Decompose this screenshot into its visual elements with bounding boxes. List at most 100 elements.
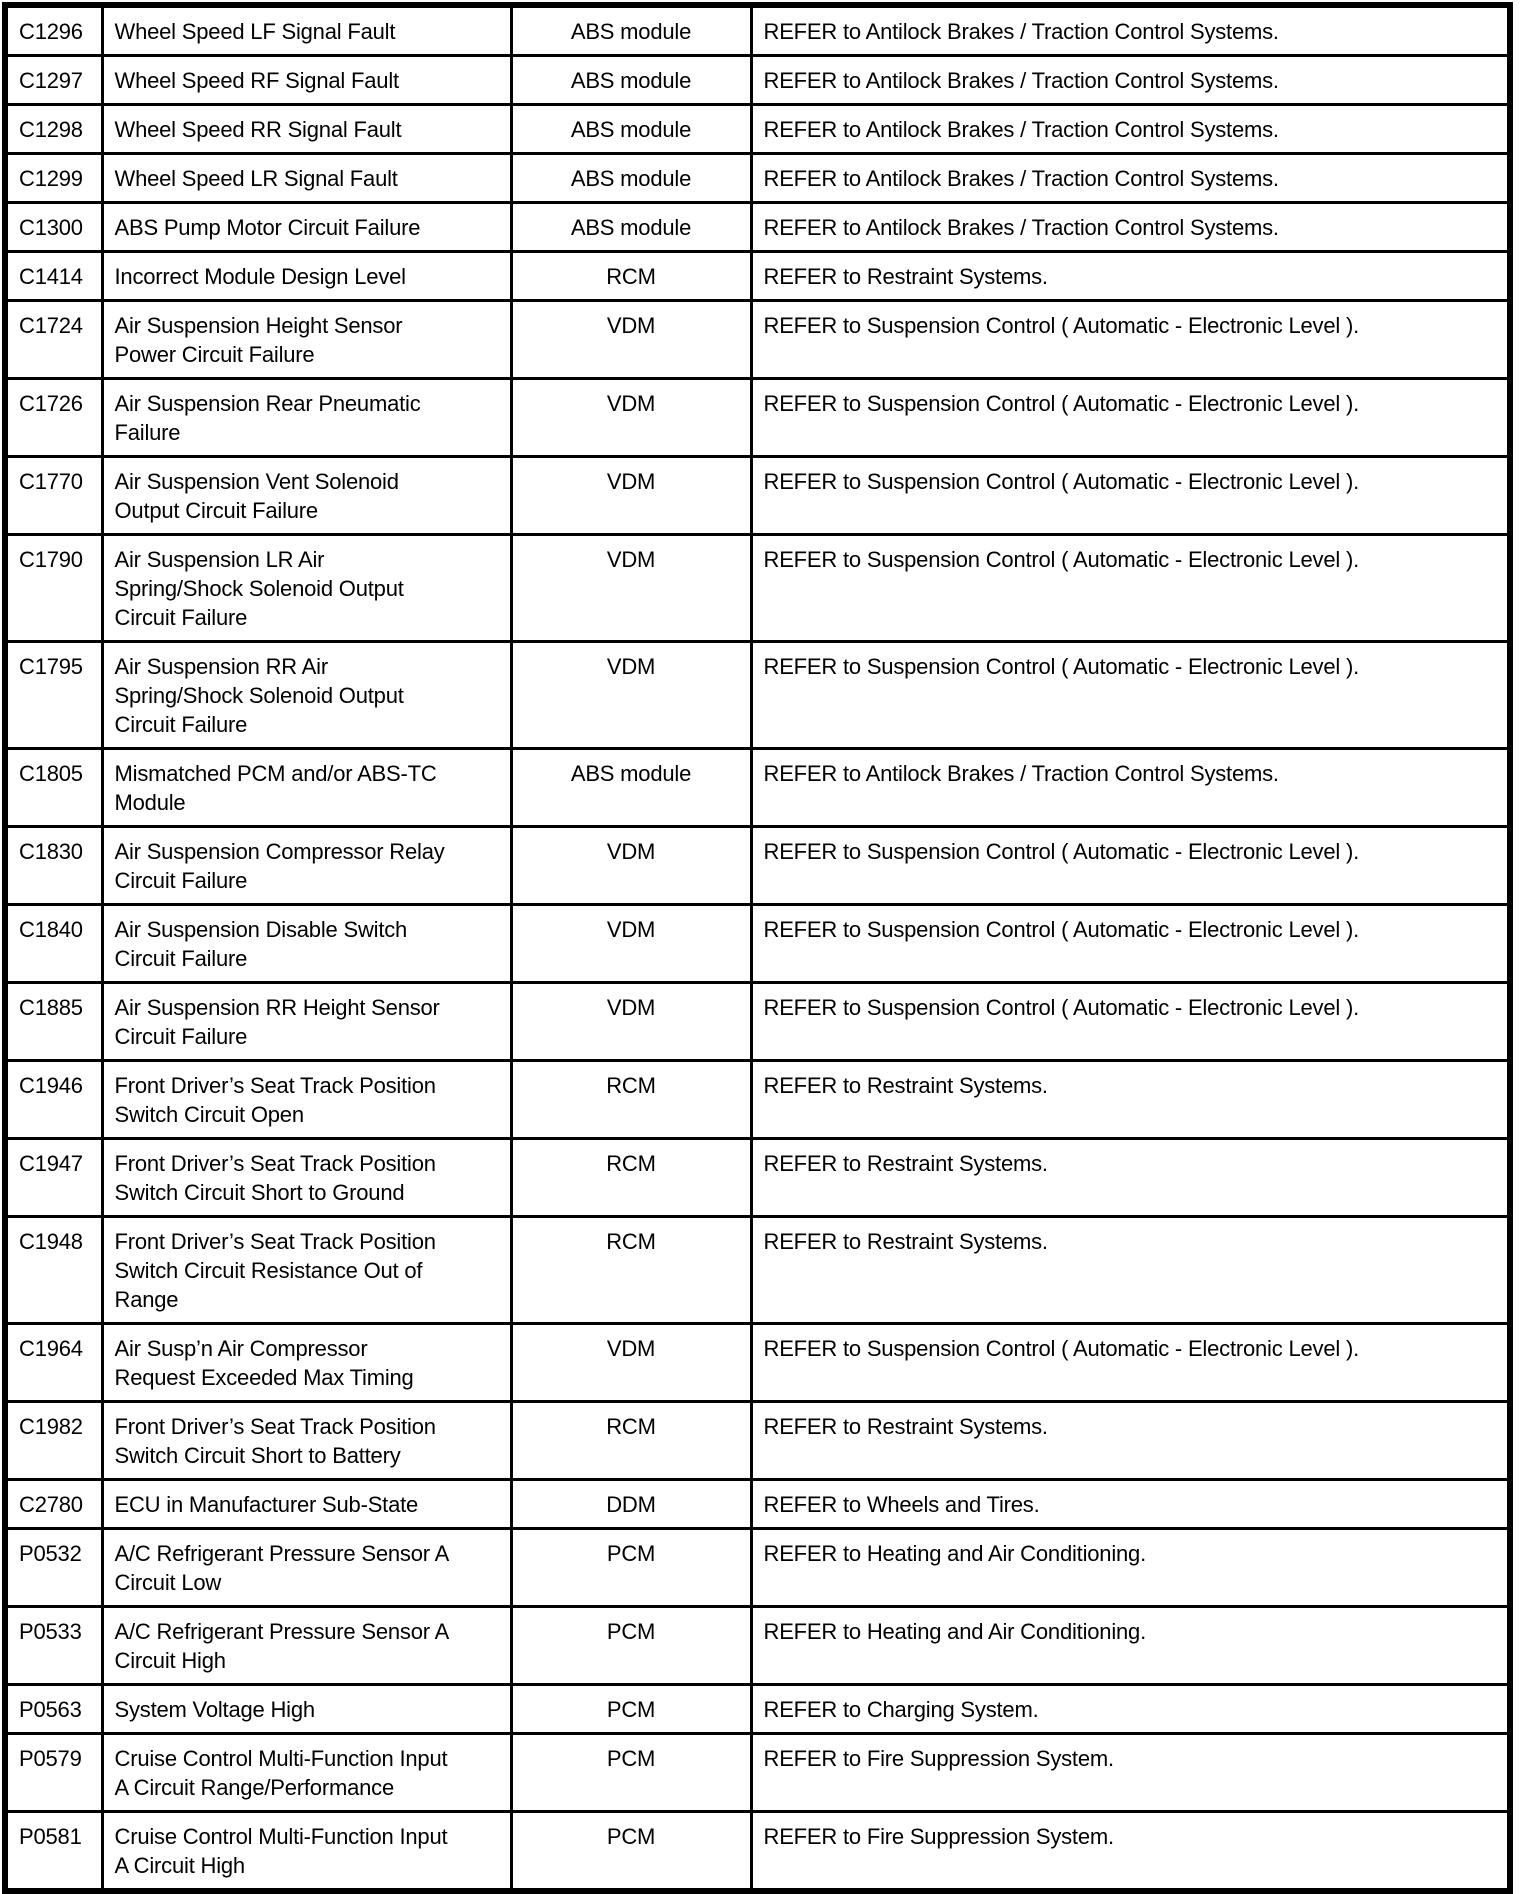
action-cell: REFER to Wheels and Tires. (749, 1478, 1512, 1530)
module-cell: PCM (509, 1683, 753, 1735)
dtc-code-cell: P0579 (3, 1732, 104, 1813)
action-cell: REFER to Suspension Control ( Automatic … (749, 533, 1512, 643)
module-cell: RCM (509, 1059, 753, 1140)
description-cell: Front Driver’s Seat Track Position Switc… (100, 1400, 513, 1481)
description-cell: Incorrect Module Design Level (100, 250, 513, 302)
dtc-code-cell: P0533 (3, 1605, 104, 1686)
action-cell: REFER to Suspension Control ( Automatic … (749, 981, 1512, 1062)
module-cell: RCM (509, 1215, 753, 1325)
dtc-code-cell: C1946 (3, 1059, 104, 1140)
description-cell: Air Suspension Compressor Relay Circuit … (100, 825, 513, 906)
description-cell: A/C Refrigerant Pressure Sensor A Circui… (100, 1527, 513, 1608)
table-row: C1964 Air Susp’n Air Compressor Request … (3, 1322, 1512, 1403)
dtc-code-cell: P0532 (3, 1527, 104, 1608)
module-cell: ABS module (509, 54, 753, 106)
table-row: C1414 Incorrect Module Design Level RCM … (3, 250, 1512, 302)
module-cell: VDM (509, 981, 753, 1062)
action-cell: REFER to Suspension Control ( Automatic … (749, 455, 1512, 536)
action-cell: REFER to Heating and Air Conditioning. (749, 1605, 1512, 1686)
table-row: C1885 Air Suspension RR Height Sensor Ci… (3, 981, 1512, 1062)
dtc-code-cell: C1885 (3, 981, 104, 1062)
action-cell: REFER to Suspension Control ( Automatic … (749, 903, 1512, 984)
description-cell: Wheel Speed RF Signal Fault (100, 54, 513, 106)
action-cell: REFER to Suspension Control ( Automatic … (749, 825, 1512, 906)
action-cell: REFER to Restraint Systems. (749, 1137, 1512, 1218)
dtc-code-cell: C1964 (3, 1322, 104, 1403)
action-cell: REFER to Fire Suppression System. (749, 1732, 1512, 1813)
module-cell: PCM (509, 1527, 753, 1608)
dtc-code-cell: P0563 (3, 1683, 104, 1735)
table-row: C1790 Air Suspension LR Air Spring/Shock… (3, 533, 1512, 643)
dtc-code-cell: C1414 (3, 250, 104, 302)
module-cell: PCM (509, 1605, 753, 1686)
module-cell: VDM (509, 1322, 753, 1403)
dtc-code-cell: C1982 (3, 1400, 104, 1481)
action-cell: REFER to Suspension Control ( Automatic … (749, 299, 1512, 380)
module-cell: VDM (509, 299, 753, 380)
action-cell: REFER to Antilock Brakes / Traction Cont… (749, 54, 1512, 106)
table-row: P0532 A/C Refrigerant Pressure Sensor A … (3, 1527, 1512, 1608)
module-cell: VDM (509, 825, 753, 906)
module-cell: ABS module (509, 103, 753, 155)
action-cell: REFER to Suspension Control ( Automatic … (749, 640, 1512, 750)
table-row: C1947 Front Driver’s Seat Track Position… (3, 1137, 1512, 1218)
module-cell: PCM (509, 1732, 753, 1813)
dtc-code-cell: C1298 (3, 103, 104, 155)
description-cell: Air Suspension Disable Switch Circuit Fa… (100, 903, 513, 984)
table-row: C1298 Wheel Speed RR Signal Fault ABS mo… (3, 103, 1512, 155)
dtc-table-body: C1296 Wheel Speed LF Signal Fault ABS mo… (3, 3, 1512, 1893)
description-cell: Wheel Speed LF Signal Fault (100, 3, 513, 57)
description-cell: Wheel Speed LR Signal Fault (100, 152, 513, 204)
action-cell: REFER to Restraint Systems. (749, 250, 1512, 302)
dtc-code-cell: C1297 (3, 54, 104, 106)
dtc-code-cell: P0581 (3, 1810, 104, 1893)
dtc-code-cell: C1300 (3, 201, 104, 253)
table-row: C1982 Front Driver’s Seat Track Position… (3, 1400, 1512, 1481)
table-row: P0581 Cruise Control Multi-Function Inpu… (3, 1810, 1512, 1893)
table-row: C2780 ECU in Manufacturer Sub-State DDM … (3, 1478, 1512, 1530)
module-cell: VDM (509, 640, 753, 750)
module-cell: DDM (509, 1478, 753, 1530)
description-cell: Air Suspension Vent Solenoid Output Circ… (100, 455, 513, 536)
description-cell: Wheel Speed RR Signal Fault (100, 103, 513, 155)
table-row: C1795 Air Suspension RR Air Spring/Shock… (3, 640, 1512, 750)
table-row: C1297 Wheel Speed RF Signal Fault ABS mo… (3, 54, 1512, 106)
description-cell: ECU in Manufacturer Sub-State (100, 1478, 513, 1530)
dtc-code-cell: C1790 (3, 533, 104, 643)
dtc-code-cell: C1947 (3, 1137, 104, 1218)
description-cell: Air Suspension Height Sensor Power Circu… (100, 299, 513, 380)
table-row: C1805 Mismatched PCM and/or ABS-TC Modul… (3, 747, 1512, 828)
module-cell: VDM (509, 455, 753, 536)
action-cell: REFER to Fire Suppression System. (749, 1810, 1512, 1893)
description-cell: Air Susp’n Air Compressor Request Exceed… (100, 1322, 513, 1403)
table-row: C1296 Wheel Speed LF Signal Fault ABS mo… (3, 3, 1512, 57)
action-cell: REFER to Restraint Systems. (749, 1059, 1512, 1140)
dtc-code-cell: C1805 (3, 747, 104, 828)
table-row: C1299 Wheel Speed LR Signal Fault ABS mo… (3, 152, 1512, 204)
description-cell: System Voltage High (100, 1683, 513, 1735)
description-cell: Front Driver’s Seat Track Position Switc… (100, 1059, 513, 1140)
table-row: C1300 ABS Pump Motor Circuit Failure ABS… (3, 201, 1512, 253)
table-row: C1724 Air Suspension Height Sensor Power… (3, 299, 1512, 380)
dtc-code-cell: C1724 (3, 299, 104, 380)
description-cell: Mismatched PCM and/or ABS-TC Module (100, 747, 513, 828)
action-cell: REFER to Antilock Brakes / Traction Cont… (749, 201, 1512, 253)
module-cell: ABS module (509, 3, 753, 57)
description-cell: Cruise Control Multi-Function Input A Ci… (100, 1810, 513, 1893)
description-cell: Air Suspension Rear Pneumatic Failure (100, 377, 513, 458)
action-cell: REFER to Suspension Control ( Automatic … (749, 1322, 1512, 1403)
action-cell: REFER to Charging System. (749, 1683, 1512, 1735)
dtc-code-cell: C1830 (3, 825, 104, 906)
dtc-code-cell: C1840 (3, 903, 104, 984)
module-cell: RCM (509, 250, 753, 302)
module-cell: RCM (509, 1137, 753, 1218)
description-cell: Cruise Control Multi-Function Input A Ci… (100, 1732, 513, 1813)
description-cell: Air Suspension RR Air Spring/Shock Solen… (100, 640, 513, 750)
action-cell: REFER to Antilock Brakes / Traction Cont… (749, 747, 1512, 828)
action-cell: REFER to Antilock Brakes / Traction Cont… (749, 103, 1512, 155)
table-row: C1948 Front Driver’s Seat Track Position… (3, 1215, 1512, 1325)
dtc-code-cell: C1299 (3, 152, 104, 204)
dtc-code-cell: C1726 (3, 377, 104, 458)
